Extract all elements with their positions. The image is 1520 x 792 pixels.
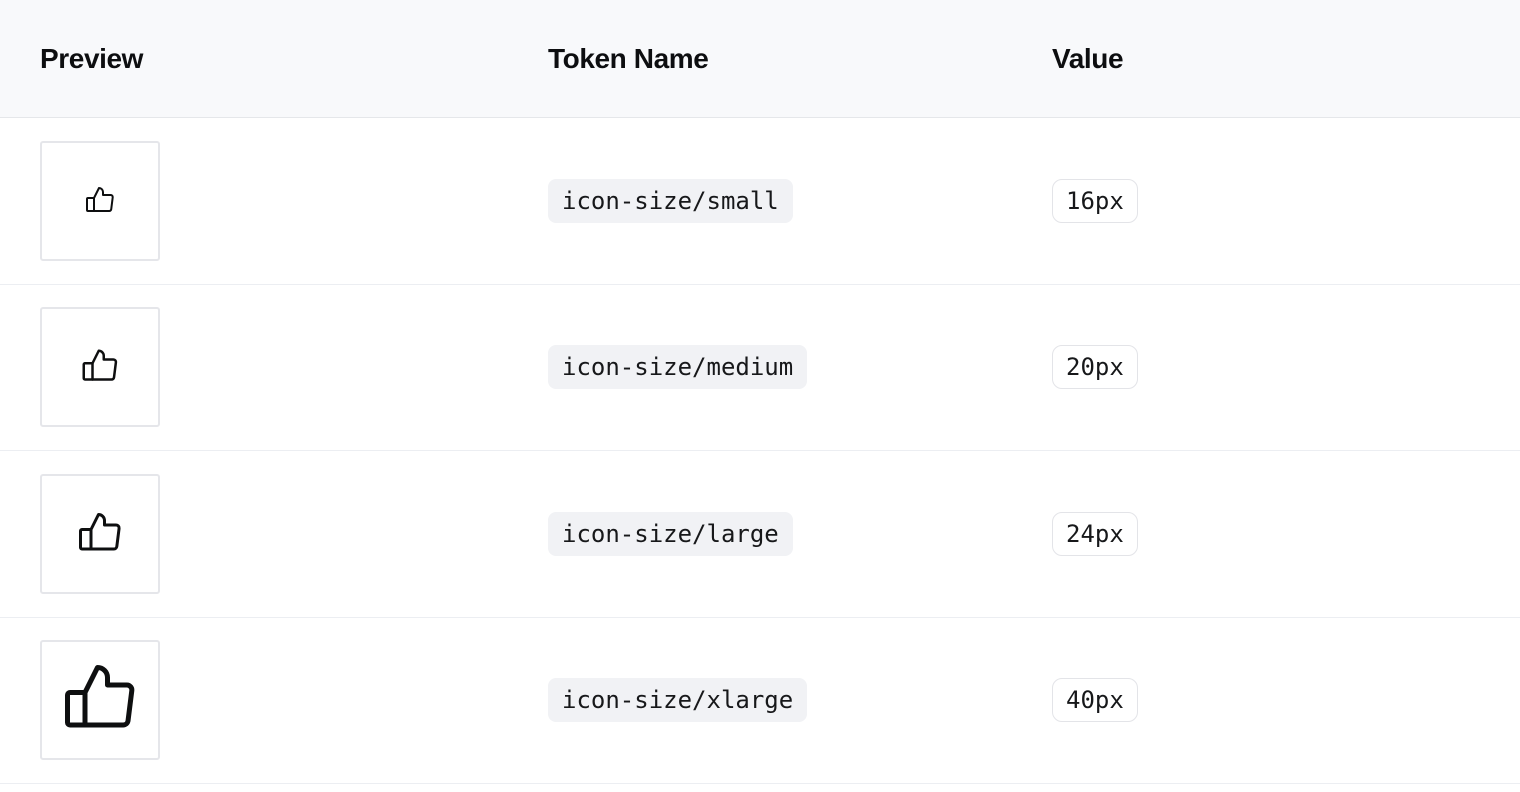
thumbs-up-icon xyxy=(65,665,135,728)
column-header-value: Value xyxy=(1052,42,1124,74)
table-header-row: Preview Token Name Value xyxy=(0,0,1520,118)
preview-cell xyxy=(40,307,548,428)
token-name-cell: icon-size/medium xyxy=(548,345,1052,390)
column-header-token-name: Token Name xyxy=(548,42,709,74)
token-name-badge: icon-size/small xyxy=(548,178,793,223)
preview-cell xyxy=(40,640,548,761)
token-value-badge: 24px xyxy=(1052,511,1138,556)
preview-cell xyxy=(40,140,548,261)
token-name-cell: icon-size/large xyxy=(548,511,1052,556)
table-row: icon-size/xlarge 40px xyxy=(0,617,1520,784)
value-cell: 24px xyxy=(1052,511,1520,556)
preview-cell xyxy=(40,473,548,594)
thumbs-up-icon xyxy=(79,512,121,551)
token-name-cell: icon-size/small xyxy=(548,178,1052,223)
value-cell: 20px xyxy=(1052,345,1520,390)
token-value-badge: 40px xyxy=(1052,678,1138,723)
icon-preview-box xyxy=(40,473,160,594)
thumbs-up-icon xyxy=(86,186,114,212)
value-cell: 40px xyxy=(1052,678,1520,723)
table-row: icon-size/medium 20px xyxy=(0,284,1520,451)
value-cell: 16px xyxy=(1052,178,1520,223)
token-value-badge: 20px xyxy=(1052,345,1138,390)
column-header-preview: Preview xyxy=(40,42,144,74)
table-row: icon-size/small 16px xyxy=(0,118,1520,285)
token-name-cell: icon-size/xlarge xyxy=(548,678,1052,723)
thumbs-up-icon xyxy=(82,349,118,381)
icon-preview-box xyxy=(40,140,160,261)
token-name-badge: icon-size/xlarge xyxy=(548,678,808,723)
token-value-badge: 16px xyxy=(1052,178,1138,223)
table-row: icon-size/large 24px xyxy=(0,451,1520,618)
token-name-badge: icon-size/large xyxy=(548,511,793,556)
icon-preview-box xyxy=(40,307,160,428)
token-name-badge: icon-size/medium xyxy=(548,345,808,390)
icon-preview-box xyxy=(40,640,160,761)
